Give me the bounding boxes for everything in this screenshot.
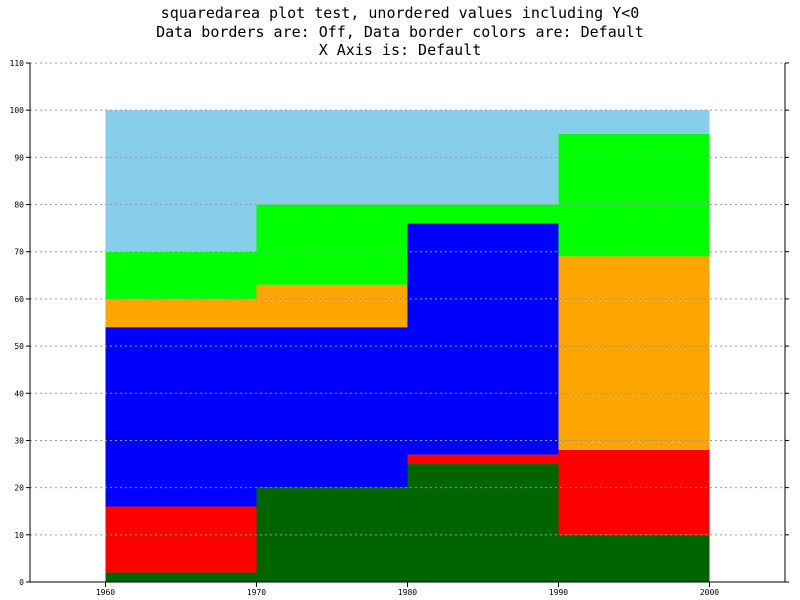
area-segment-s4-1990: [558, 256, 710, 450]
area-segment-s4-1970: [256, 284, 408, 328]
chart-title-block: squaredarea plot test, unordered values …: [0, 4, 800, 60]
area-series-1: [105, 464, 710, 582]
area-segment-s5-1990: [558, 133, 710, 257]
area-segment-s5-1980: [407, 204, 559, 224]
area-segment-s1-1960: [105, 572, 257, 582]
y-tick-label-90: 90: [14, 153, 24, 162]
x-tick-label-1960: 1960: [96, 588, 115, 597]
chart-title-line-2: Data borders are: Off, Data border color…: [156, 22, 644, 41]
y-tick-label-0: 0: [19, 578, 24, 587]
area-segment-s1-1990: [558, 534, 710, 582]
area-series-3: [105, 223, 559, 507]
y-tick-label-60: 60: [14, 295, 24, 304]
area-series-5: [105, 133, 710, 299]
area-series-group: [105, 110, 710, 582]
axes: 0 10 20 30 40 50 60 70 80 90 100 110 1960 1970 1980 199…: [10, 59, 789, 597]
x-tick-label-1990: 1990: [549, 588, 568, 597]
area-segment-s4-1960: [105, 298, 257, 328]
y-tick-label-80: 80: [14, 201, 24, 210]
area-series-4: [105, 256, 710, 450]
area-series-2: [105, 449, 710, 573]
area-segment-s3-1970: [256, 327, 408, 488]
y-tick-label-50: 50: [14, 342, 24, 351]
y-tick-label-40: 40: [14, 389, 24, 398]
y-tick-label-70: 70: [14, 248, 24, 257]
area-segment-s6-1960: [105, 110, 257, 252]
y-tick-label-110: 110: [10, 59, 25, 68]
area-segment-s2-1960: [105, 506, 257, 573]
area-segment-s2-1990: [558, 449, 710, 535]
area-segment-s1-1980: [407, 464, 559, 582]
y-tick-label-20: 20: [14, 484, 24, 493]
x-tick-label-2000: 2000: [700, 588, 719, 597]
x-tick-label-1970: 1970: [247, 588, 266, 597]
area-segment-s3-1960: [105, 327, 257, 507]
grid-lines: [30, 62, 785, 536]
y-tick-label-30: 30: [14, 436, 24, 445]
y-tick-label-100: 100: [10, 106, 25, 115]
x-tick-label-1980: 1980: [398, 588, 417, 597]
y-tick-label-10: 10: [14, 531, 24, 540]
area-segment-s6-1990: [558, 110, 710, 134]
area-series-6: [105, 110, 710, 252]
area-segment-s6-1980: [407, 110, 559, 205]
area-segment-s2-1980: [407, 454, 559, 465]
chart-title-line-1: squaredarea plot test, unordered values …: [160, 4, 640, 22]
area-segment-s5-1970: [256, 204, 408, 285]
area-segment-s3-1980: [407, 223, 559, 455]
chart-title-line-3: X Axis is: Default: [318, 41, 482, 59]
area-segment-s5-1960: [105, 251, 257, 299]
